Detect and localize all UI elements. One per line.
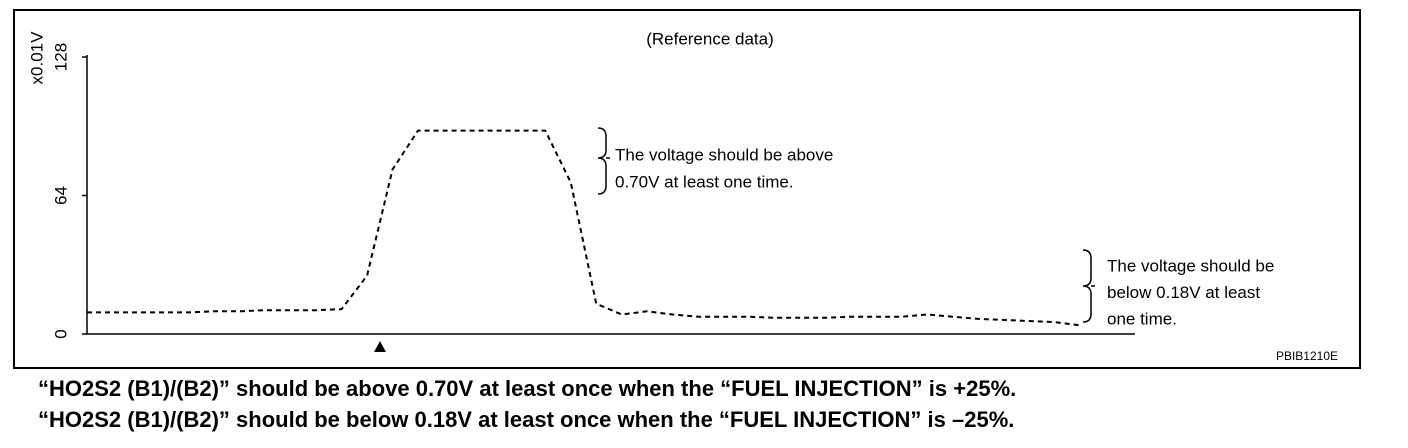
bracket: [1082, 249, 1095, 323]
annotation: below 0.18V at least: [1107, 283, 1260, 302]
annotation: one time.: [1107, 309, 1177, 328]
chart-title: (Reference data): [646, 29, 774, 48]
y-axis-label: x0.01V: [27, 31, 46, 85]
event-marker: [374, 341, 386, 352]
annotation: The voltage should be: [1107, 256, 1274, 275]
caption: “HO2S2 (B1)/(B2)” should be above 0.70V …: [38, 376, 1016, 401]
figure-code: PBIB1210E: [1276, 349, 1338, 363]
annotation: The voltage should be above: [615, 145, 833, 164]
data-line: [87, 129, 1081, 327]
y-tick-label: 128: [51, 43, 70, 71]
annotation: 0.70V at least one time.: [615, 172, 794, 191]
frame: [13, 9, 1361, 369]
y-tick-label: 64: [51, 186, 70, 205]
caption: “HO2S2 (B1)/(B2)” should be below 0.18V …: [38, 407, 1014, 432]
y-tick-label: 0: [51, 329, 70, 338]
bracket: [597, 127, 610, 195]
